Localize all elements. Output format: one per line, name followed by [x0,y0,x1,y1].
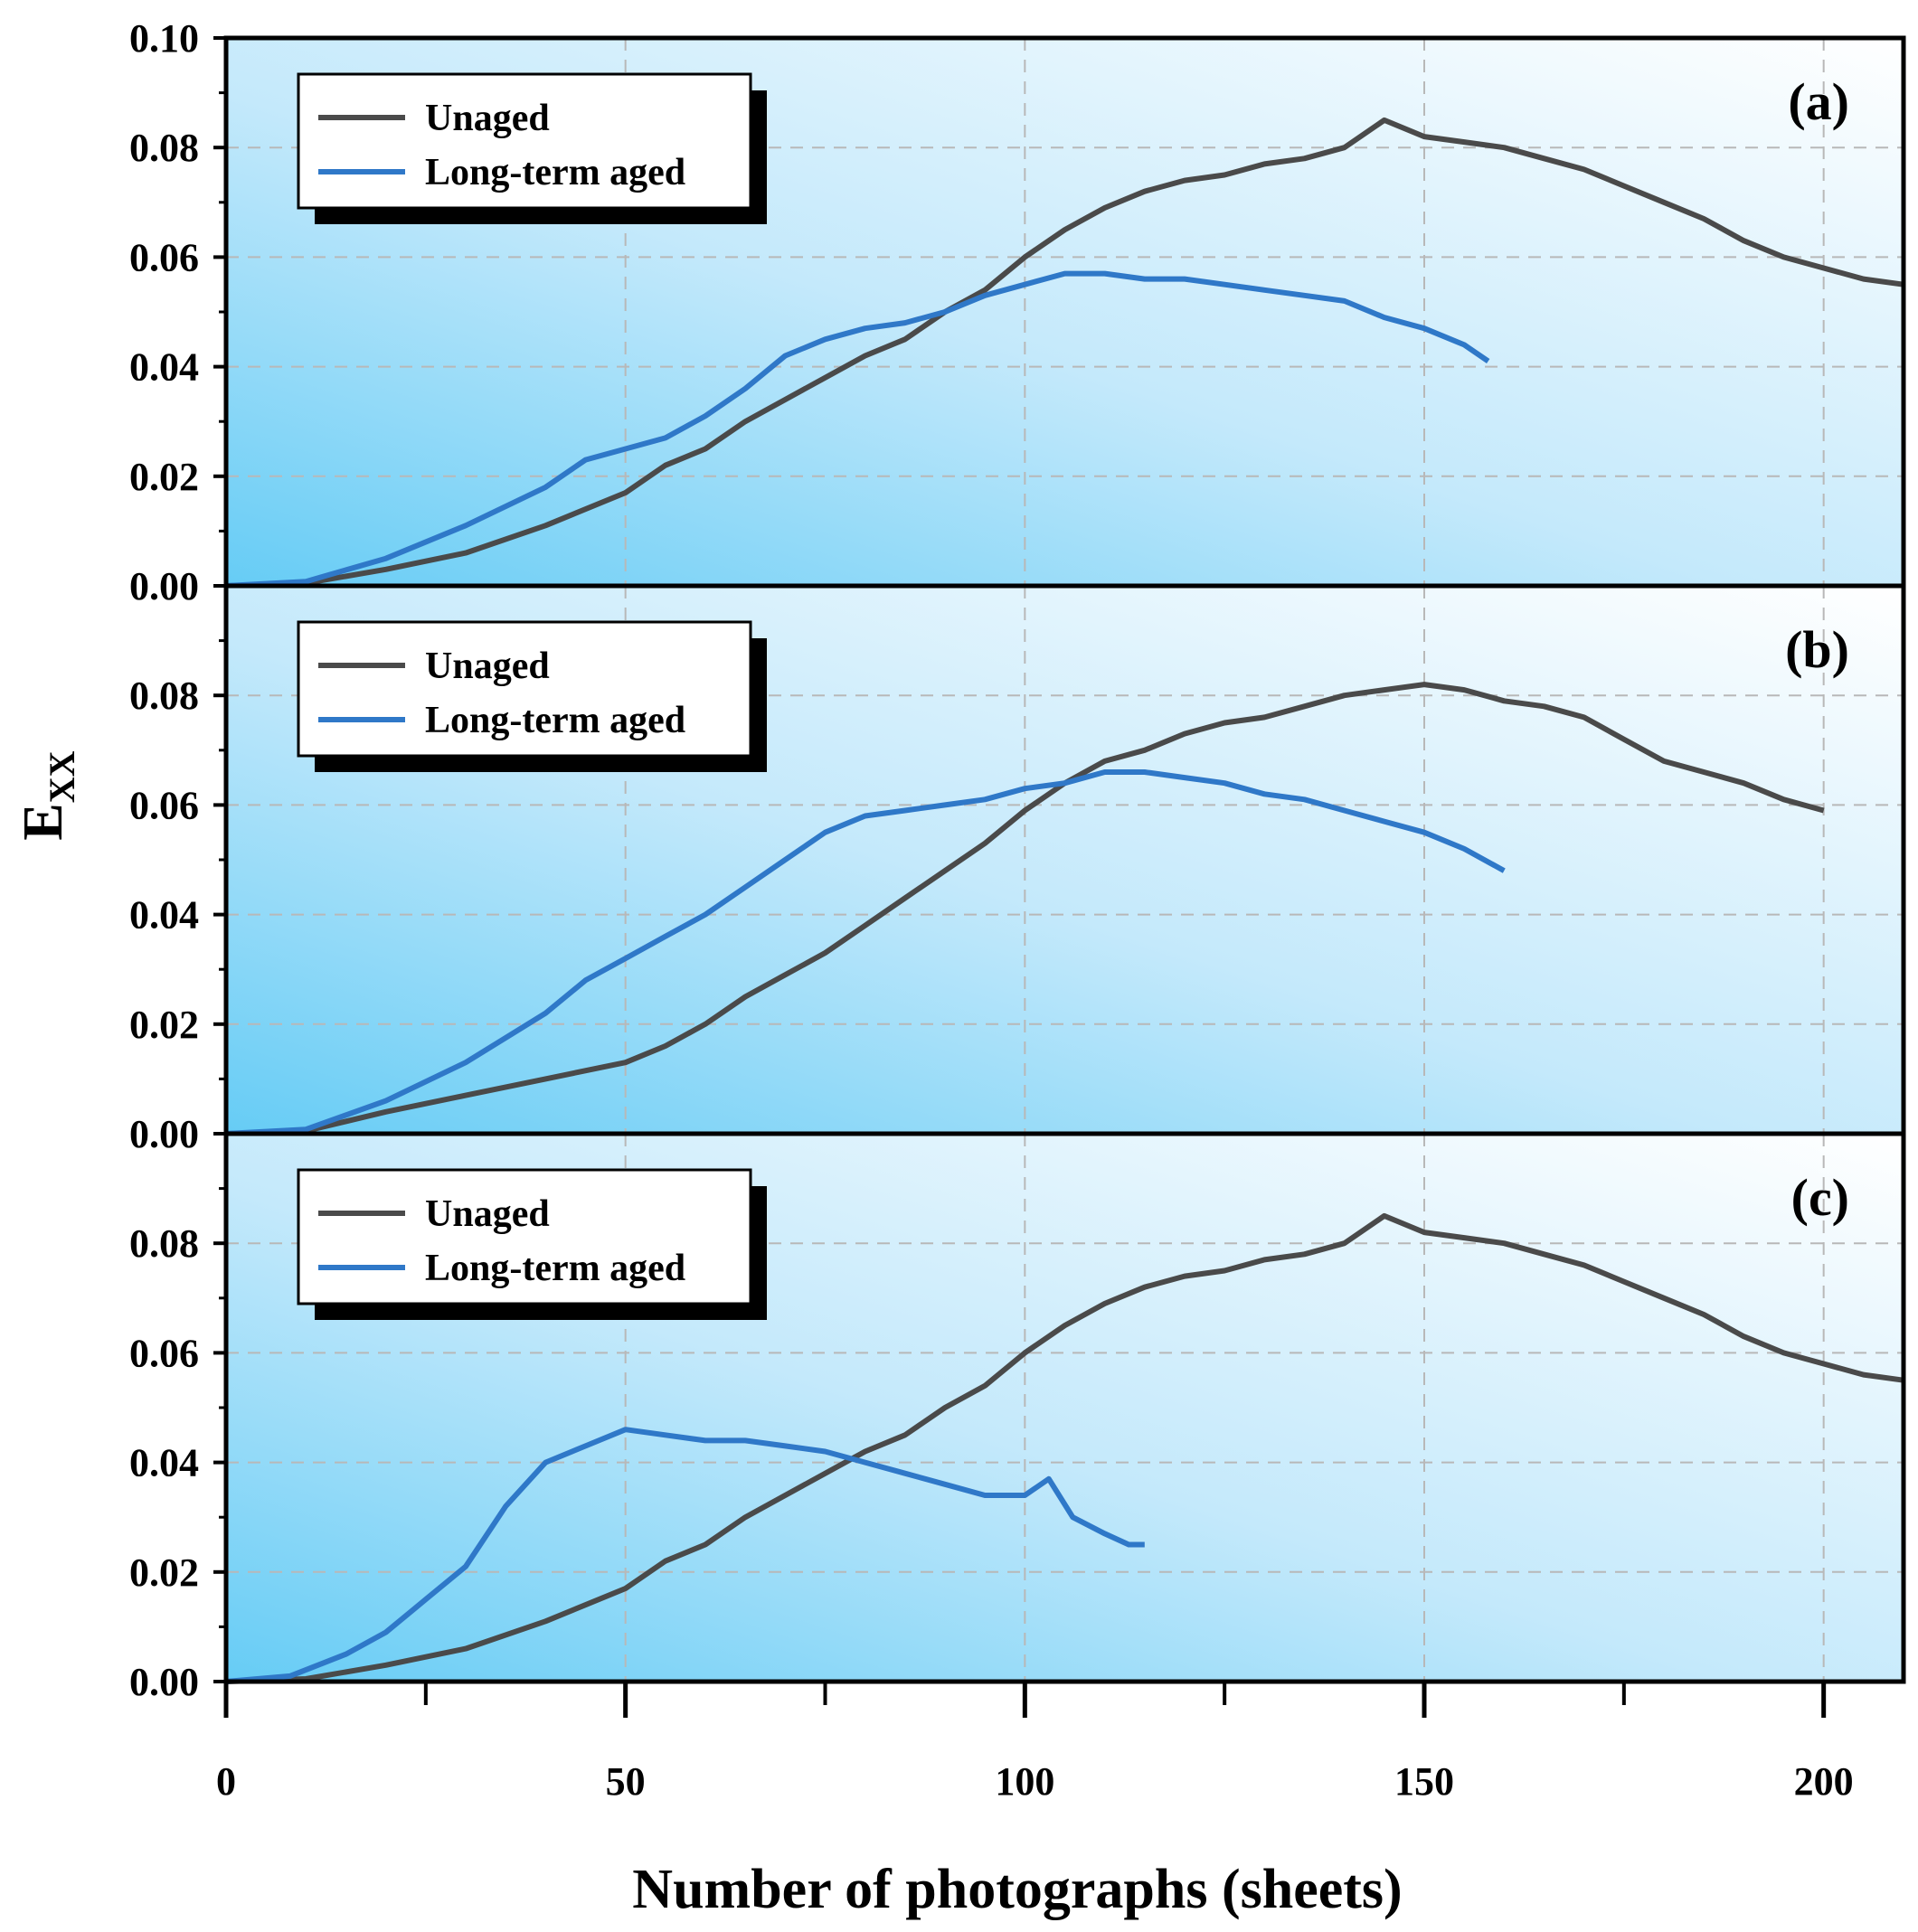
y-tick-label: 0.06 [129,1331,199,1375]
x-tick-label: 0 [216,1759,236,1804]
panel-label: (c) [1791,1168,1849,1227]
plot-frame [223,1131,1906,1684]
chart-panel-1: 0.00 0.02 0.04 0.06 0.08 0.10 (a) Unaged Long-te… [129,16,1906,608]
series-line-long-term-aged [225,270,1490,589]
y-tick-label: 0.04 [129,345,199,390]
x-tick-label: 100 [995,1759,1054,1804]
series-line-long-term-aged [225,1427,1145,1684]
legend-box [297,1168,752,1305]
legend-box [297,620,752,758]
panel-label: (b) [1785,620,1849,679]
y-tick-label: 0.06 [129,783,199,827]
y-tick-label: 0.00 [129,1112,199,1156]
y-tick-label: 0.02 [129,455,199,499]
y-tick-label: 0.02 [129,1550,199,1595]
x-tick-label: 200 [1794,1759,1854,1804]
series-line-unaged [225,117,1904,589]
y-axis: 0.00 0.02 0.04 0.06 0.08 0.10 [129,16,226,608]
y-axis: 0.00 0.02 0.04 0.06 0.08 [129,584,226,1156]
legend-label: Long-term aged [425,700,685,741]
series-line-long-term-aged [225,769,1506,1136]
y-tick-label: 0.02 [129,1003,199,1047]
series-line-unaged [225,682,1825,1136]
y-axis-title: EXX [13,750,82,840]
chart-panel-2: 0.00 0.02 0.04 0.06 0.08 (b) Unaged Long-term a… [129,583,1906,1156]
y-tick-label: 0.06 [129,235,199,279]
y-tick-label: 0.08 [129,126,199,170]
legend: Unaged Long-term aged [297,1168,767,1320]
legend-label: Unaged [425,98,550,139]
legend: Unaged Long-term aged [297,620,767,772]
y-tick-label: 0.04 [129,893,199,938]
y-tick-label: 0.08 [129,1221,199,1266]
x-tick-label: 50 [606,1759,646,1804]
legend-label: Long-term aged [425,152,685,193]
series-line-unaged [225,1212,1904,1684]
legend: Unaged Long-term aged [297,72,767,224]
y-tick-label: 0.08 [129,674,199,718]
legend-label: Unaged [425,646,550,687]
x-axis-title: Number of photographs (sheets) [632,1859,1402,1920]
legend-label: Long-term aged [425,1248,685,1289]
legend-box [297,72,752,210]
x-tick-label: 150 [1394,1759,1454,1804]
y-axis: 0.00 0.02 0.04 0.06 0.08 [129,1132,226,1704]
y-tick-label: 0.10 [129,16,199,61]
y-tick-label: 0.00 [129,564,199,608]
y-tick-label: 0.00 [129,1660,199,1704]
y-tick-label: 0.04 [129,1441,199,1485]
legend-label: Unaged [425,1193,550,1235]
panel-label: (a) [1788,72,1849,131]
chart-panel-3: 0.00 0.02 0.04 0.06 0.08 (c) Unaged Long-term a… [129,1131,1906,1704]
